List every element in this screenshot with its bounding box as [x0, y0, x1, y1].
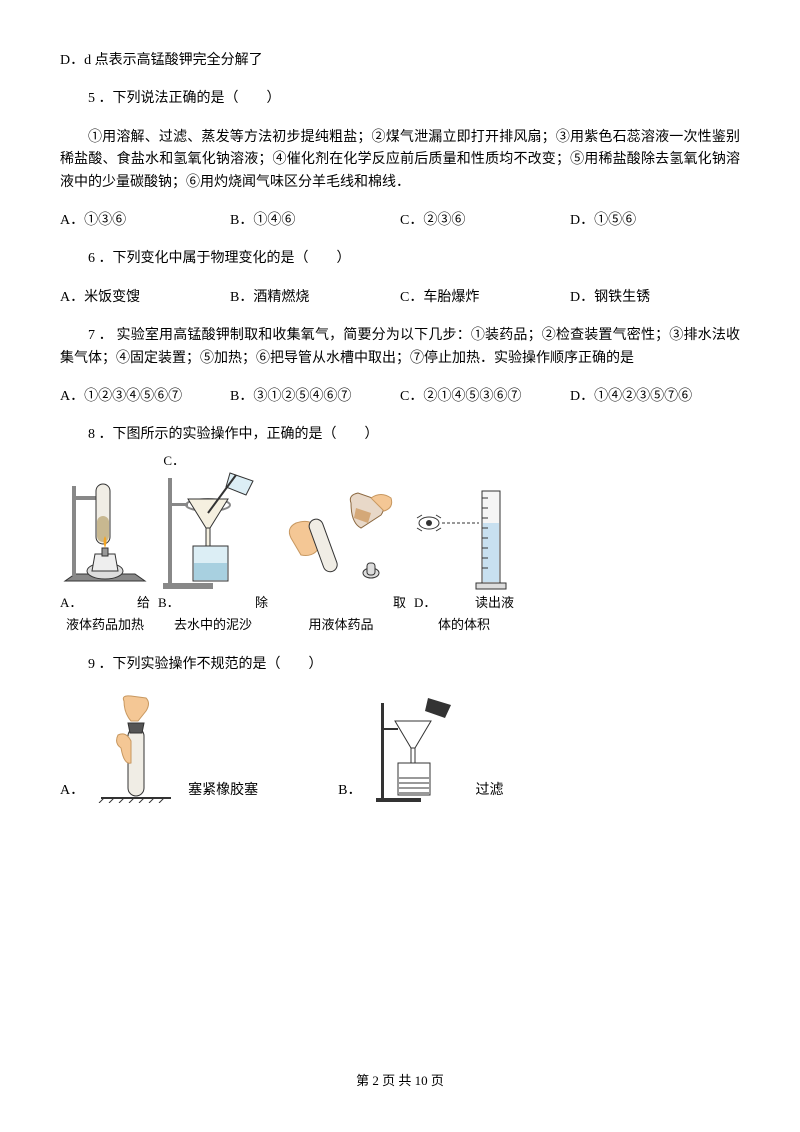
filtration-icon — [158, 463, 268, 593]
q5-opt-b: B．①④⑥ — [230, 210, 400, 232]
rubber-stopper-icon — [96, 693, 176, 803]
q8-d-text2: 体的体积 — [438, 617, 490, 634]
q7-opt-b: B．③①②⑤④⑥⑦ — [230, 386, 400, 408]
q6-opt-d: D．钢铁生锈 — [570, 287, 740, 309]
q6-opt-b: B．酒精燃烧 — [230, 287, 400, 309]
q8-d-label: D． — [414, 593, 436, 614]
q5-stem: 5 ．下列说法正确的是（ ） — [60, 88, 740, 110]
q8-c-label-floating: C． — [163, 451, 185, 472]
q9-a-label: A． — [60, 780, 84, 802]
q7-opt-a: A．①②③④⑤⑥⑦ — [60, 386, 230, 408]
q7-opt-d: D．①④②③⑤⑦⑥ — [570, 386, 740, 408]
pouring-liquid-icon — [276, 483, 406, 593]
q8-a-label: A． — [60, 593, 82, 614]
q5-opt-c: C．②③⑥ — [400, 210, 570, 232]
q9-b-text: 过滤 — [475, 780, 503, 802]
q9-stem: 9 ．下列实验操作不规范的是（ ） — [60, 654, 740, 676]
q8-a-text1: 给 — [137, 593, 150, 614]
q8-figure-c: 取 用液体药品 — [276, 483, 406, 635]
q9-figures: A． 塞紧橡胶塞 B． — [60, 693, 740, 803]
q6-opt-a: A．米饭变馊 — [60, 287, 230, 309]
q8-stem: 8 ．下图所示的实验操作中，正确的是（ ） — [60, 424, 740, 446]
reading-volume-icon — [414, 483, 514, 593]
q7-opt-c: C．②①④⑤③⑥⑦ — [400, 386, 570, 408]
q7-stem: 7 ． 实验室用高锰酸钾制取和收集氧气，简要分为以下几步：①装药品；②检查装置气… — [60, 325, 740, 370]
q8-d-text1: 读出液 — [475, 593, 514, 614]
page-footer: 第 2 页 共 10 页 — [0, 1071, 800, 1092]
q7-options: A．①②③④⑤⑥⑦ B．③①②⑤④⑥⑦ C．②①④⑤③⑥⑦ D．①④②③⑤⑦⑥ — [60, 386, 740, 408]
prev-option-d: D．d 点表示高锰酸钾完全分解了 — [60, 50, 740, 72]
q8-b-text2: 去水中的泥沙 — [174, 617, 252, 634]
q9-figure-a: A． 塞紧橡胶塞 — [60, 693, 258, 803]
filtration-b-icon — [373, 693, 463, 803]
q8-figure-d: D． 读出液 体的体积 — [414, 483, 514, 635]
q9-a-text: 塞紧橡胶塞 — [188, 780, 258, 802]
q9-b-label: B． — [338, 780, 361, 802]
q5-options: A．①③⑥ B．①④⑥ C．②③⑥ D．①⑤⑥ — [60, 210, 740, 232]
q8-c-text2: 用液体药品 — [308, 617, 373, 634]
q8-b-label: B． — [158, 593, 180, 614]
q8-figures: C． A． 给 液体药品加热 — [60, 463, 740, 635]
q8-figure-a: C． A． 给 液体药品加热 — [60, 466, 150, 634]
q6-opt-c: C．车胎爆炸 — [400, 287, 570, 309]
q8-b-text1: 除 — [255, 593, 268, 614]
q5-opt-a: A．①③⑥ — [60, 210, 230, 232]
q8-a-text2: 液体药品加热 — [66, 617, 144, 634]
q5-body: ①用溶解、过滤、蒸发等方法初步提纯粗盐；②煤气泄漏立即打开排风扇；③用紫色石蕊溶… — [60, 127, 740, 194]
q9-figure-b: B． 过滤 — [338, 693, 503, 803]
q8-figure-b: B． 除 去水中的泥沙 — [158, 463, 268, 635]
q5-opt-d: D．①⑤⑥ — [570, 210, 740, 232]
q6-stem: 6 ．下列变化中属于物理变化的是（ ） — [60, 248, 740, 270]
q8-c-text1: 取 — [393, 593, 406, 614]
q6-options: A．米饭变馊 B．酒精燃烧 C．车胎爆炸 D．钢铁生锈 — [60, 287, 740, 309]
heating-liquid-icon — [60, 466, 150, 586]
